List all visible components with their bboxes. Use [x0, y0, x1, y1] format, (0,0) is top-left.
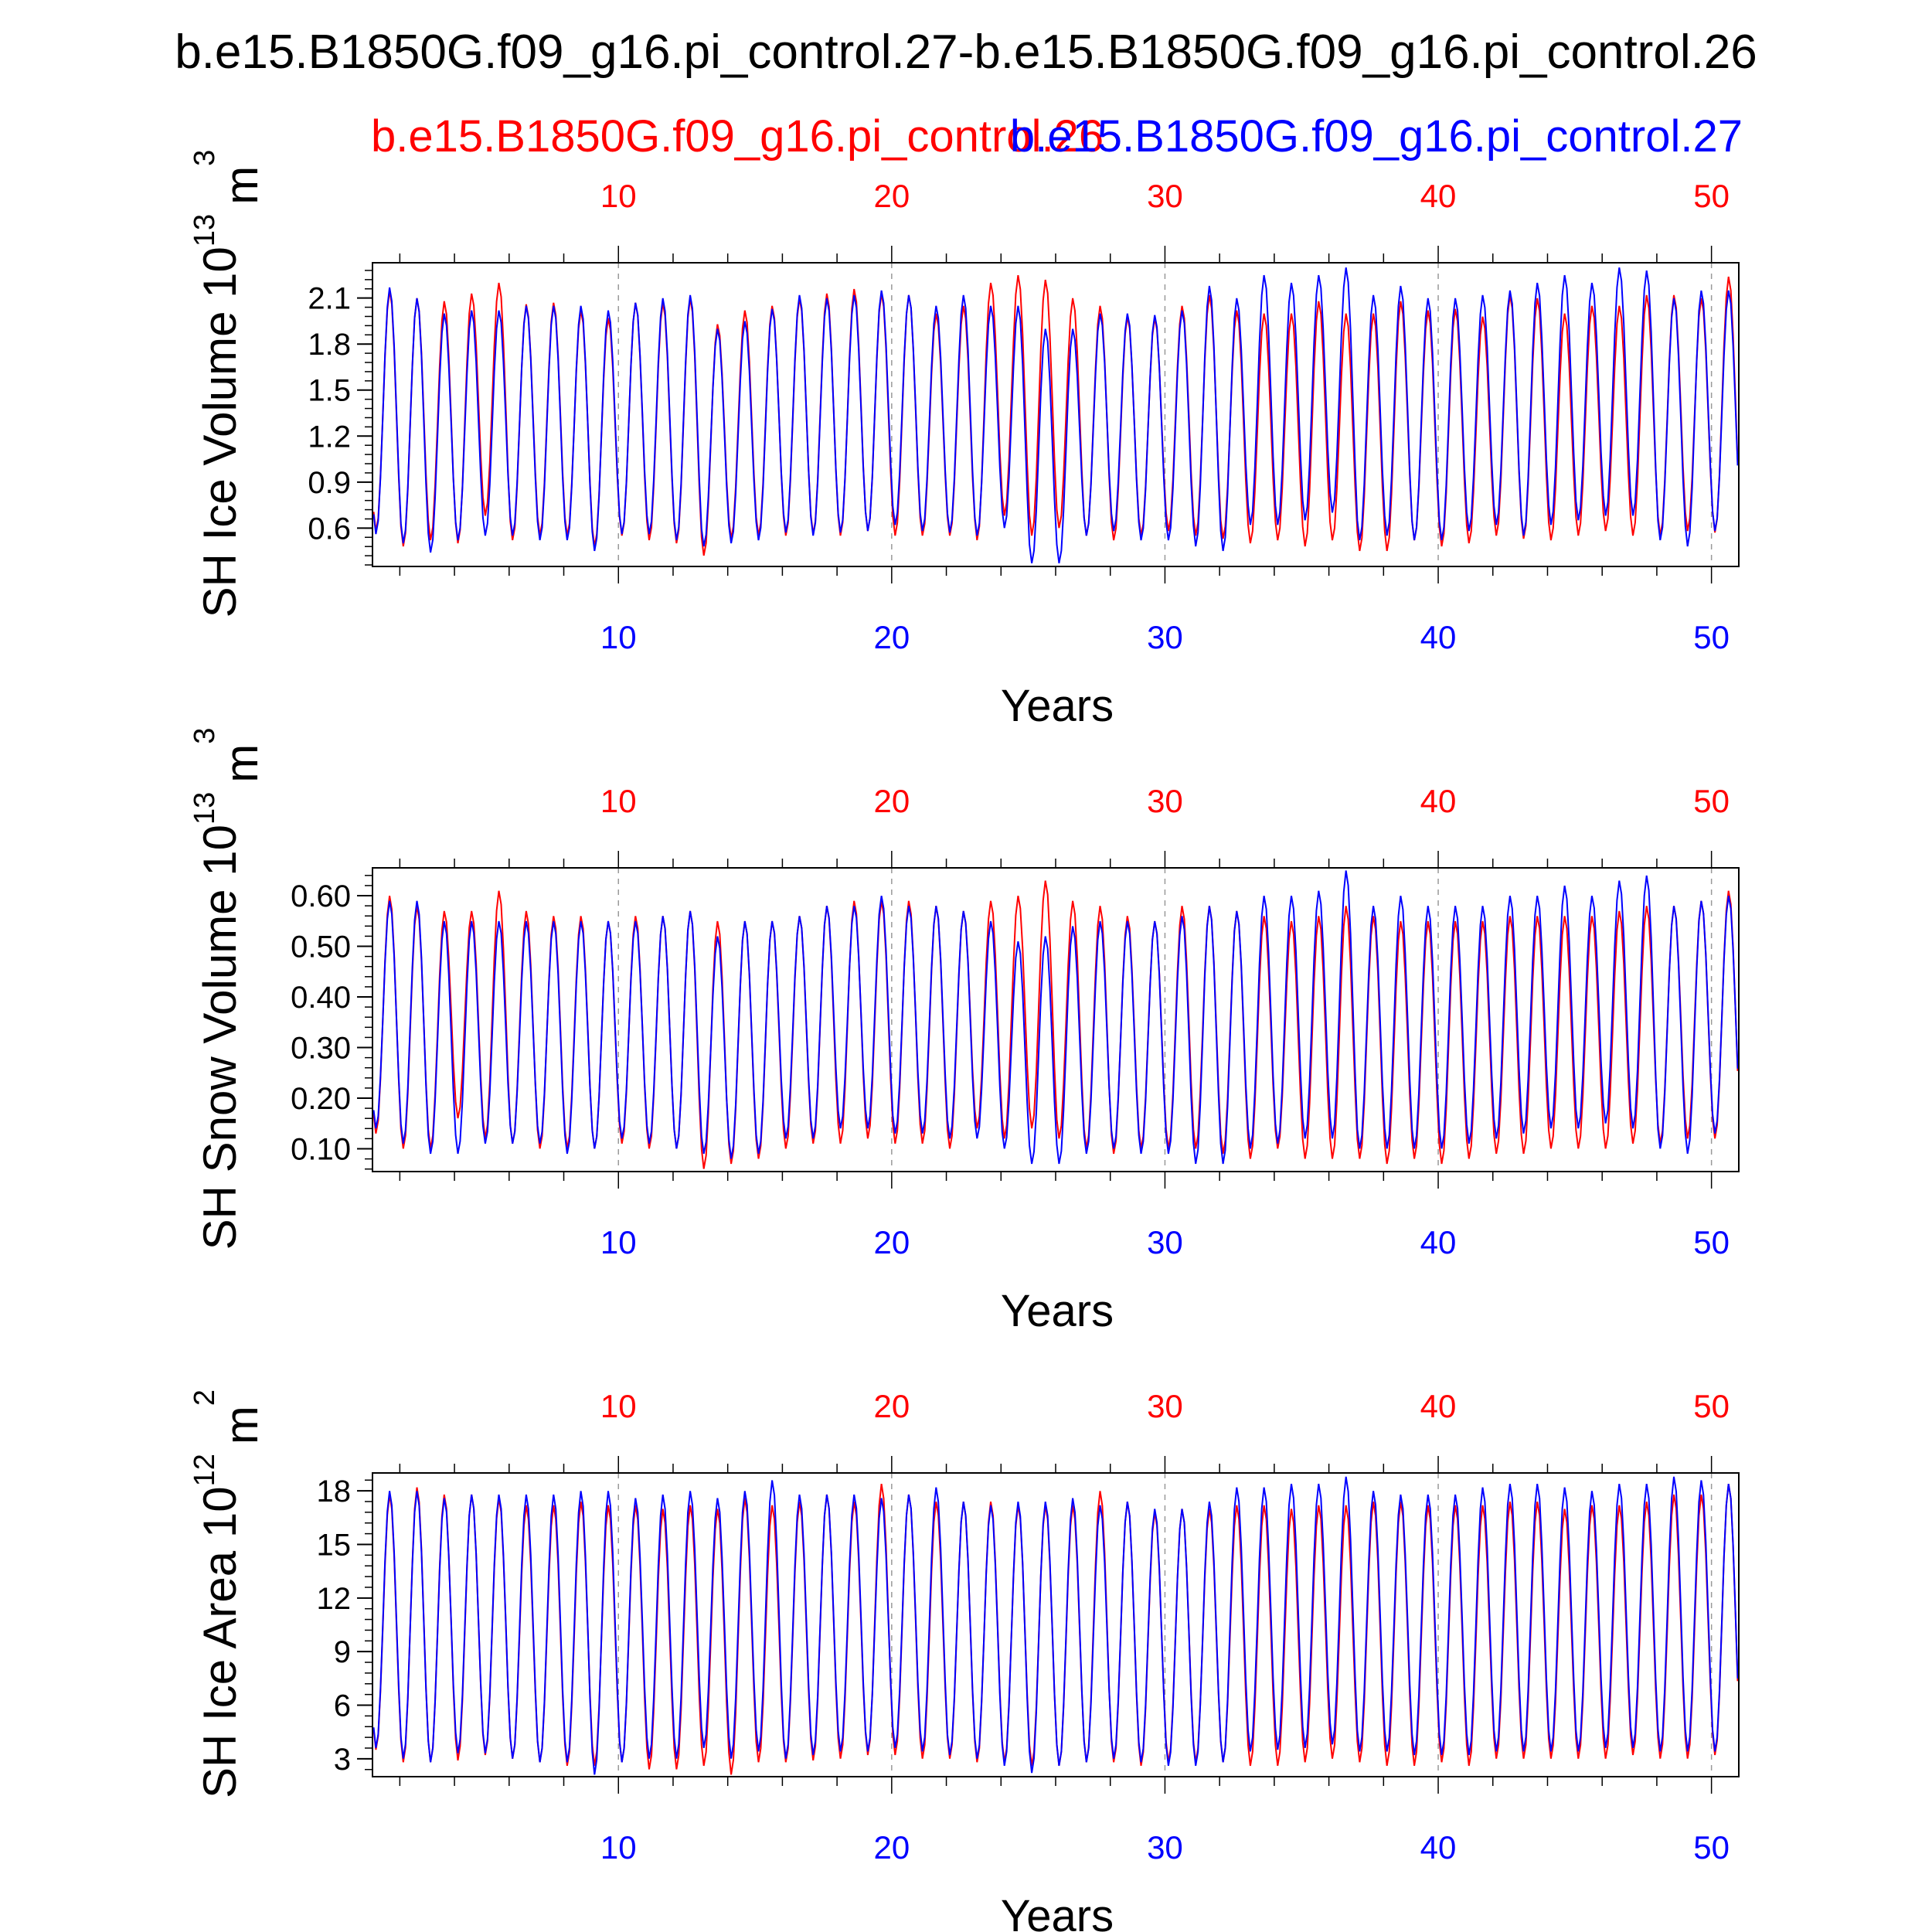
- y-label-text: SH Snow Volume 10: [194, 825, 246, 1250]
- y-label-exponent: 13: [189, 792, 221, 825]
- x-tick-label-bottom: 20: [873, 1829, 910, 1866]
- x-tick-label-top: 50: [1693, 1388, 1730, 1424]
- x-tick-label-top: 30: [1147, 178, 1183, 214]
- y-label-unit: m: [216, 1406, 267, 1444]
- y-label-unit: m: [216, 744, 267, 783]
- y-tick-label: 1.8: [308, 328, 351, 362]
- x-tick-label-top: 50: [1693, 178, 1730, 214]
- y-tick-label: 2.1: [308, 282, 351, 316]
- x-axis-label: Years: [1001, 1891, 1114, 1932]
- y-tick-label: 1.2: [308, 420, 351, 454]
- y-tick-label: 12: [317, 1582, 352, 1616]
- y-tick-label: 15: [317, 1528, 352, 1562]
- figure-title: b.e15.B1850G.f09_g16.pi_control.27-b.e15…: [175, 26, 1757, 79]
- figure-legend: b.e15.B1850G.f09_g16.pi_control.26 b.e15…: [371, 111, 1743, 162]
- chart-panels: 0.6 0.9 1.2 1.5 1.8 2.1 10 10 20 20 30 30 40 40 50 50 Ye…: [189, 150, 1740, 1932]
- x-tick-label-bottom: 50: [1693, 1829, 1730, 1866]
- y-label-unit-power: 3: [189, 150, 221, 166]
- y-label-unit: m: [216, 166, 267, 205]
- x-tick-label-top: 50: [1693, 783, 1730, 819]
- x-tick-label-bottom: 20: [873, 619, 910, 655]
- y-tick-label: 0.30: [291, 1032, 351, 1066]
- y-tick-label: 6: [334, 1689, 351, 1723]
- x-tick-label-top: 10: [600, 783, 637, 819]
- chart-panel-2: 0.10 0.20 0.30 0.40 0.50 0.60 10 10 20 20 30 30 40 40…: [189, 728, 1740, 1336]
- series-line-blue: [372, 267, 1739, 563]
- y-axis-label: SH Ice Volume 1013 m3: [189, 150, 267, 618]
- y-tick-label: 0.10: [291, 1133, 351, 1167]
- y-label-exponent: 12: [189, 1454, 221, 1486]
- y-label-exponent: 13: [189, 214, 221, 247]
- x-tick-label-bottom: 40: [1420, 619, 1457, 655]
- chart-panel-1: 0.6 0.9 1.2 1.5 1.8 2.1 10 10 20 20 30 30 40 40 50 50 Ye…: [189, 150, 1740, 731]
- x-tick-label-bottom: 10: [600, 1224, 637, 1260]
- y-label-text: SH Ice Volume 10: [194, 247, 246, 617]
- x-tick-label-bottom: 40: [1420, 1224, 1457, 1260]
- y-tick-label: 0.50: [291, 930, 351, 964]
- x-tick-label-top: 20: [873, 1388, 910, 1424]
- legend-case-red: b.e15.B1850G.f09_g16.pi_control.26: [371, 111, 1104, 162]
- x-tick-label-bottom: 20: [873, 1224, 910, 1260]
- x-tick-label-top: 40: [1420, 783, 1457, 819]
- x-tick-label-bottom: 30: [1147, 619, 1183, 655]
- x-tick-label-top: 20: [873, 783, 910, 819]
- x-axis-label: Years: [1001, 1286, 1114, 1336]
- x-tick-label-bottom: 30: [1147, 1224, 1183, 1260]
- x-tick-label-bottom: 50: [1693, 619, 1730, 655]
- x-tick-label-top: 20: [873, 178, 910, 214]
- y-tick-label: 0.60: [291, 879, 351, 913]
- y-axis-label: SH Snow Volume 1013 m3: [189, 728, 267, 1250]
- series-line-blue: [372, 1476, 1739, 1775]
- y-tick-label: 18: [317, 1475, 352, 1509]
- y-tick-label: 9: [334, 1635, 351, 1669]
- x-tick-label-top: 40: [1420, 1388, 1457, 1424]
- x-axis-label: Years: [1001, 681, 1114, 731]
- x-tick-label-bottom: 10: [600, 619, 637, 655]
- y-tick-label: 1.5: [308, 374, 351, 408]
- y-axis-label: SH Ice Area 1012 m2: [189, 1389, 267, 1798]
- x-tick-label-bottom: 10: [600, 1829, 637, 1866]
- y-label-unit-power: 2: [189, 1389, 221, 1406]
- y-tick-label: 0.6: [308, 512, 351, 546]
- series-line-blue: [372, 870, 1739, 1165]
- y-tick-label: 0.9: [308, 466, 351, 500]
- x-tick-label-top: 30: [1147, 783, 1183, 819]
- x-tick-label-top: 10: [600, 1388, 637, 1424]
- y-label-unit-power: 3: [189, 728, 221, 744]
- y-tick-label: 3: [334, 1743, 351, 1777]
- x-tick-label-top: 40: [1420, 178, 1457, 214]
- y-tick-label: 0.40: [291, 981, 351, 1015]
- legend-case-blue: b.e15.B1850G.f09_g16.pi_control.27: [1010, 111, 1743, 162]
- chart-panel-3: 3 6 9 12 15 18 10 10 20 20 30 30 40 40 50 50 Years SH Ice…: [189, 1388, 1740, 1932]
- x-tick-label-bottom: 50: [1693, 1224, 1730, 1260]
- x-tick-label-top: 30: [1147, 1388, 1183, 1424]
- y-label-text: SH Ice Area 10: [194, 1486, 246, 1798]
- y-tick-label: 0.20: [291, 1082, 351, 1116]
- x-tick-label-bottom: 30: [1147, 1829, 1183, 1866]
- x-tick-label-top: 10: [600, 178, 637, 214]
- x-tick-label-bottom: 40: [1420, 1829, 1457, 1866]
